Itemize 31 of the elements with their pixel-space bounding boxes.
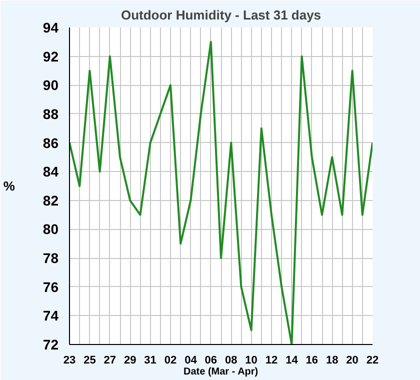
x-tick-label: 23 xyxy=(63,354,76,366)
x-tick-label: 12 xyxy=(265,354,278,366)
x-tick-label: 14 xyxy=(286,354,299,366)
y-tick-label: 94 xyxy=(42,20,59,36)
x-tick-label: 04 xyxy=(184,354,198,366)
y-tick-label: 82 xyxy=(42,192,59,208)
y-tick-label: 92 xyxy=(42,48,59,64)
x-tick-label: 08 xyxy=(224,354,238,366)
y-tick-label: 86 xyxy=(42,134,59,151)
x-tick-label: 25 xyxy=(84,354,96,366)
x-tick-label: 18 xyxy=(326,354,338,366)
chart-title: Outdoor Humidity - Last 31 days xyxy=(120,8,322,22)
y-tick-label: 80 xyxy=(42,221,59,238)
y-tick-label: 74 xyxy=(42,308,59,324)
y-tick-label: 84 xyxy=(42,164,59,180)
y-tick-label: 72 xyxy=(42,336,59,352)
x-axis-title: Date (Mar - Apr) xyxy=(184,366,258,378)
x-tick-label: 29 xyxy=(124,354,136,366)
y-axis-title: % xyxy=(3,178,16,194)
x-tick-label: 27 xyxy=(104,354,116,366)
x-tick-label: 20 xyxy=(346,354,358,366)
x-tick-label: 06 xyxy=(204,354,218,366)
x-tick-label: 02 xyxy=(164,354,177,366)
y-tick-label: 76 xyxy=(42,278,59,295)
y-tick-label: 90 xyxy=(42,77,59,94)
y-tick-label: 88 xyxy=(42,106,59,122)
x-tick-label: 31 xyxy=(144,354,156,366)
x-tick-label: 22 xyxy=(366,354,379,366)
x-tick-label: 10 xyxy=(245,354,258,366)
x-tick-label: 16 xyxy=(306,354,318,366)
y-tick-label: 78 xyxy=(42,250,59,266)
